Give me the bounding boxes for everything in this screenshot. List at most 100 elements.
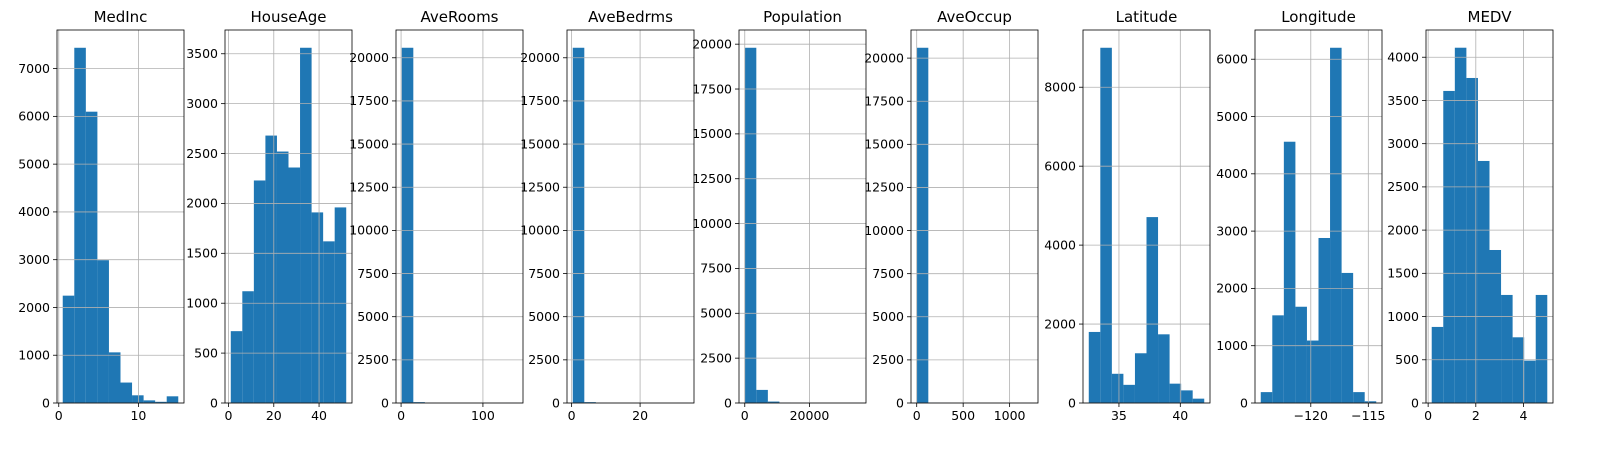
y-tick-label: 17500: [349, 93, 389, 108]
y-tick-label: 4000: [1044, 237, 1076, 252]
x-tick-label: 35: [1111, 408, 1127, 423]
bar: [413, 402, 425, 403]
y-tick-label: 15000: [349, 136, 389, 151]
y-tick-label: 5000: [1216, 109, 1248, 124]
x-tick-label: 4: [1519, 408, 1527, 423]
y-tick-label: 4000: [1387, 50, 1419, 65]
bar: [334, 207, 347, 403]
y-tick-label: 0: [552, 395, 560, 410]
bar: [242, 291, 254, 403]
bar: [1192, 398, 1205, 403]
bar: [1158, 334, 1170, 403]
bar: [1283, 141, 1296, 404]
y-tick-label: 17500: [520, 93, 560, 108]
y-tick-label: 3000: [1387, 136, 1419, 151]
histogram-medv: 0 2 4 0 500 1000 1500 2000 2500 3000 3500 4000 MEDV: [1387, 8, 1554, 423]
axes-frame: [738, 29, 867, 404]
chart-title: MEDV: [1468, 8, 1513, 26]
y-tick-label: 10000: [692, 216, 732, 231]
bar: [120, 382, 133, 403]
bar: [1341, 272, 1354, 403]
axes-frame: [566, 29, 695, 404]
x-tick-label: 20: [266, 408, 282, 423]
y-tick-label: 12500: [692, 171, 732, 186]
bar: [572, 47, 585, 404]
y-tick-label: 10000: [520, 223, 560, 238]
bar: [1431, 326, 1444, 403]
bar: [1306, 340, 1319, 403]
y-tick-label: 10000: [349, 223, 389, 238]
bar: [744, 47, 757, 404]
y-tick-label: 2500: [872, 352, 904, 367]
y-tick-label: 17500: [864, 94, 904, 109]
y-tick-label: 1000: [18, 348, 50, 363]
bar: [1318, 237, 1331, 403]
y-tick-label: 0: [724, 395, 732, 410]
x-tick-label: 0: [913, 408, 921, 423]
x-tick-label: 20000: [790, 408, 830, 423]
y-tick-label: 6000: [1216, 52, 1248, 67]
bar: [1260, 392, 1273, 403]
bar: [323, 241, 335, 403]
bar: [767, 401, 780, 403]
chart-title: MedInc: [94, 8, 148, 26]
x-tick-label: 0: [55, 408, 63, 423]
y-tick-label: 3000: [186, 96, 218, 111]
axes-frame: [1425, 29, 1554, 404]
bar: [85, 111, 98, 403]
y-tick-label: 2500: [1387, 179, 1419, 194]
bar: [1272, 315, 1284, 403]
y-tick-label: 7000: [18, 61, 50, 76]
axes-frame: [1082, 29, 1211, 404]
bar: [108, 352, 121, 403]
axes-frame: [1254, 29, 1383, 404]
y-tick-label: 1500: [1387, 266, 1419, 281]
x-tick-label: 0: [397, 408, 405, 423]
y-tick-label: 1000: [1216, 338, 1248, 353]
y-tick-label: 17500: [692, 81, 732, 96]
y-tick-label: 12500: [349, 180, 389, 195]
bar: [584, 402, 596, 403]
axes-frame: [56, 29, 185, 404]
y-tick-label: 3500: [1387, 93, 1419, 108]
bar: [311, 212, 324, 403]
y-tick-label: 2500: [186, 146, 218, 161]
bar: [74, 47, 86, 404]
bar: [300, 47, 312, 404]
axes-frame: [910, 29, 1039, 404]
y-tick-label: 12500: [864, 180, 904, 195]
bar: [1123, 384, 1135, 403]
y-tick-label: 2000: [1387, 222, 1419, 237]
bar: [756, 389, 768, 403]
bar: [1295, 306, 1307, 403]
y-tick-label: 2000: [186, 196, 218, 211]
chart-title: AveOccup: [937, 8, 1012, 26]
axes-frame: [224, 29, 353, 404]
bar: [1477, 160, 1490, 403]
y-tick-label: 6000: [1044, 158, 1076, 173]
x-tick-label: 20: [632, 408, 648, 423]
histogram-aveoccup: 0 500 100002500500075001000012500150001750…: [864, 8, 1039, 423]
x-tick-label: 2: [1472, 408, 1480, 423]
chart-title: AveBedrms: [588, 8, 673, 26]
y-tick-label: 10000: [864, 223, 904, 238]
bar: [1134, 353, 1147, 403]
histogram-longitude: −120 −115 0 1000 2000 3000 4000 5000 6000 Longitu…: [1216, 8, 1385, 423]
chart-title: Latitude: [1116, 8, 1178, 26]
x-tick-label: 40: [1172, 408, 1188, 423]
x-tick-label: −120: [1294, 408, 1328, 423]
y-tick-label: 6000: [18, 109, 50, 124]
y-tick-label: 2500: [357, 352, 389, 367]
y-tick-label: 0: [381, 395, 389, 410]
bar: [62, 295, 75, 403]
y-tick-label: 3000: [18, 252, 50, 267]
y-tick-label: 5000: [357, 309, 389, 324]
bar: [916, 47, 929, 404]
x-tick-label: 0: [1424, 408, 1432, 423]
chart-title: Longitude: [1281, 8, 1356, 26]
bar: [1111, 373, 1124, 403]
x-tick-label: 1000: [994, 408, 1026, 423]
y-tick-label: 15000: [864, 137, 904, 152]
bar: [1443, 90, 1455, 403]
